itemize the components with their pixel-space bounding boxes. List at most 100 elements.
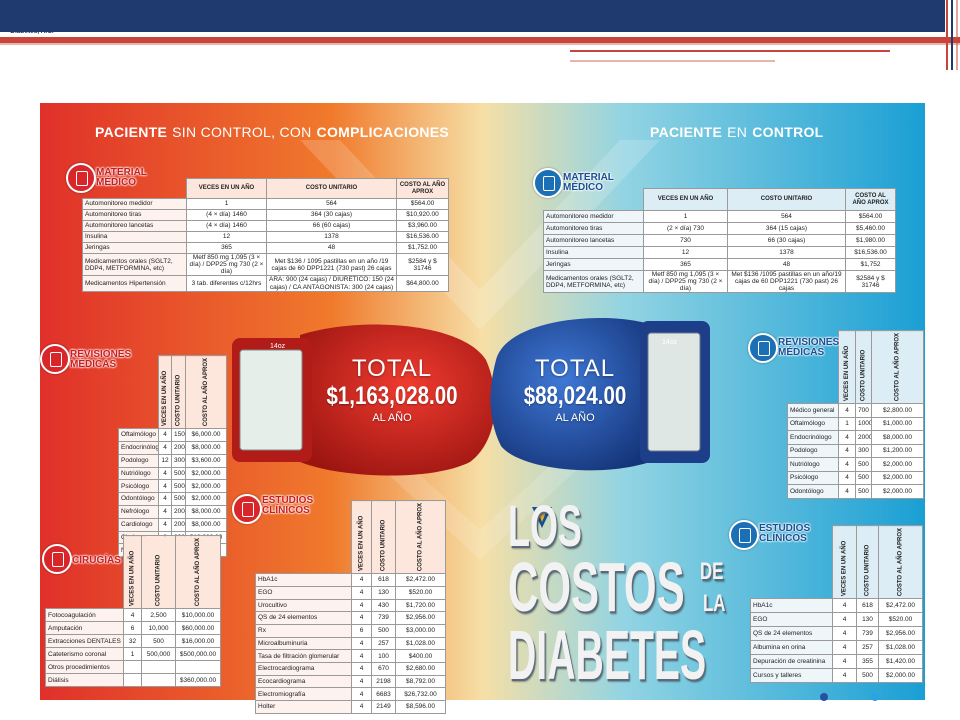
cell: 4: [351, 611, 372, 625]
cell: 500: [141, 634, 176, 649]
table-row: Cateterismo coronal 1 500,000 $500,000.00: [45, 647, 221, 662]
header-rule-light: [0, 43, 960, 45]
cell: 500: [371, 623, 396, 638]
cell: 364 (30 cajas): [266, 209, 397, 221]
row-label: Depuración de creatinina: [750, 654, 833, 670]
cell: $8,000.00: [871, 430, 924, 445]
cell: 1: [186, 198, 267, 210]
table-head: VECES EN UN AÑO COSTO UNITARIO COSTO AL AÑ…: [83, 178, 449, 199]
cell: 2,500: [141, 608, 176, 623]
cell: $16,000.00: [175, 634, 221, 649]
row-label: Psicólogo: [118, 479, 159, 494]
cell: 618: [371, 573, 396, 587]
table-body: Médico general 4 700 $2,800.00 Oftalmólogo 1 1…: [787, 403, 924, 499]
cell: 257: [856, 640, 879, 656]
cell: $3,960.00: [396, 220, 449, 232]
table-row: Odontólogo 4 500 $2,000.00: [118, 492, 227, 506]
row-label: Medicamentos orales (SGLT2, DDP4, METFOR…: [82, 252, 187, 277]
title-word: DE: [700, 558, 724, 585]
cell: 100: [371, 649, 396, 663]
cell: (4 × día) 1460: [186, 209, 267, 221]
cell: 4: [838, 470, 856, 486]
cell: $2,800.00: [871, 403, 924, 418]
table-row: Automonitoreo tiras (4 × día) 1460 364 (30…: [82, 209, 449, 221]
row-label: Nutriólogo: [118, 466, 159, 481]
cell: 4: [351, 661, 372, 676]
table-row: Urocultivo 4 430 $1,720.00: [255, 598, 446, 613]
cell: 4: [838, 457, 856, 472]
cell: 6683: [371, 687, 396, 701]
table-row: Amputación 6 10,000 $60,000.00: [45, 621, 221, 636]
cell: (4 × día) 1460: [186, 220, 267, 232]
cell: (2 × día) 730: [643, 222, 728, 235]
section-icon: [66, 163, 96, 193]
row-label: Extracciones DENTALES: [45, 634, 124, 649]
cell: 257: [371, 636, 396, 651]
cell: Metf 850 mg 1,095 (3 × día) / DPP25 mg 7…: [186, 252, 267, 277]
column-header: VECES EN UN AÑO: [643, 188, 728, 211]
cell: 500,000: [141, 647, 176, 662]
table-row: Rx 6 500 $3,000.00: [255, 623, 446, 638]
table-row: Otros procedimientos: [45, 660, 221, 675]
cell: 670: [371, 661, 396, 676]
table-row: Automonitoreo medidor 1 564 $564.00: [82, 198, 449, 210]
table-row: Podologo 4 300 $1,200.00: [787, 443, 924, 459]
blue-glove-patch: [647, 332, 701, 452]
cell: 2198: [371, 674, 396, 689]
section-heading: PACIENTE EN CONTROL: [650, 124, 829, 140]
table: VECES EN UN AÑO COSTO UNITARIO COSTO AL AÑ…: [82, 178, 449, 292]
cell: $520.00: [395, 585, 446, 600]
cell: $360,000.00: [175, 673, 221, 688]
total-label: TOTAL: [351, 355, 433, 382]
row-label: Automonitoreo medidor: [543, 210, 644, 223]
cell: 739: [856, 626, 879, 642]
cell: 500: [171, 492, 186, 506]
row-label: Automonitoreo tiras: [543, 222, 644, 235]
logo-mark: [538, 512, 546, 522]
cell: $2584 y $ 31746: [845, 269, 896, 294]
heading-part: SIN CONTROL, CON: [172, 124, 312, 140]
cell: 4: [838, 443, 856, 459]
row-label: Jeringas: [543, 258, 644, 271]
cell: $1,028.00: [878, 640, 923, 656]
cell: 4: [158, 479, 172, 494]
cell: 365: [186, 242, 267, 254]
column-header: VECES EN UN AÑO: [123, 535, 142, 609]
section-title: MATERIAL MÉDICO: [96, 167, 147, 188]
cell: 10,000: [141, 621, 176, 636]
cell: 1378: [727, 246, 846, 259]
table-body: Automonitoreo medidor 1 564 $564.00 Automoni…: [543, 210, 896, 294]
cell: $2,000.00: [878, 668, 923, 684]
cost-table: VECES EN UN AÑO COSTO UNITARIO COSTO AL AÑ…: [118, 355, 227, 558]
cell: $2,956.00: [395, 611, 446, 625]
cell: 12: [186, 231, 267, 243]
cell: 500: [171, 479, 186, 494]
cell: $5,460.00: [845, 222, 896, 235]
heading-part: COMPLICACIONES: [316, 124, 450, 140]
cell: 365: [643, 258, 728, 271]
row-label: Endocrinólogo: [787, 430, 839, 445]
cell: Metf 850 mg 1,095 (3 × día) / DPP25 mg 7…: [643, 269, 728, 294]
chevron: [300, 140, 660, 330]
cell: 4: [832, 626, 857, 642]
cell: $8,000.00: [185, 517, 227, 532]
cell: 4: [351, 674, 372, 689]
table-row: Automonitoreo tiras (2 × día) 730 364 (15 …: [543, 222, 896, 235]
cell: 4: [838, 430, 856, 445]
cell: 12: [158, 453, 172, 468]
heading-part: PACIENTE: [95, 124, 168, 140]
cell: $1,420.00: [878, 654, 923, 670]
cell: 1: [838, 416, 856, 432]
row-label: QS de 24 elementos: [255, 611, 352, 625]
cell: 700: [855, 403, 872, 418]
row-label: Medicamentos orales (SGLT2, DDP4, METFOR…: [543, 269, 644, 294]
row-label: Jeringas: [82, 242, 187, 254]
blue-glove: [490, 318, 650, 471]
title-word: LOS: [508, 494, 582, 559]
table-row: Jeringas 365 48 $1,752.00: [82, 242, 449, 254]
table-head: VECES EN UN AÑO COSTO UNITARIO COSTO AL AÑ…: [119, 355, 227, 429]
cell: 2000: [171, 504, 186, 519]
cell: 4: [351, 585, 372, 600]
cell: Met $136 / 1095 pastillas en un año /19 …: [266, 252, 397, 277]
row-label: Electrocardiograma: [255, 661, 352, 676]
